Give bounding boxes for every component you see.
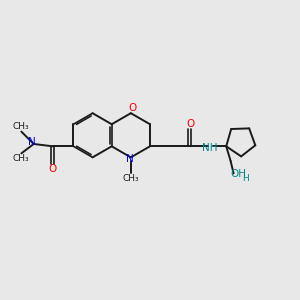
Text: O: O (49, 164, 57, 174)
Text: N: N (28, 137, 36, 148)
Text: N: N (126, 154, 134, 164)
Text: O: O (128, 103, 136, 113)
Text: CH₃: CH₃ (12, 122, 29, 131)
Text: O: O (187, 119, 195, 129)
Text: CH₃: CH₃ (122, 174, 139, 183)
Text: H: H (243, 174, 249, 183)
Text: OH: OH (230, 169, 246, 179)
Text: NH: NH (202, 143, 217, 153)
Text: CH₃: CH₃ (12, 154, 29, 163)
